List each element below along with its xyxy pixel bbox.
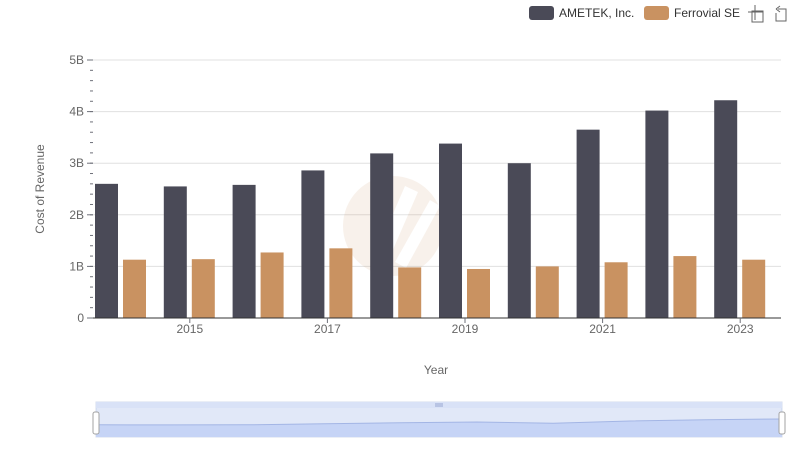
y-axis-tick-labels: 0 1B 2B 3B 4B 5B [69, 53, 84, 325]
zoom-handle-left[interactable] [92, 411, 100, 435]
legend-item-ferrovial[interactable]: Ferrovial SE [644, 6, 740, 20]
bar-ametek-2019 [439, 143, 462, 318]
bar-ametek-2017 [301, 170, 325, 318]
bar-ferrovial-2014 [123, 259, 146, 318]
bar-ferrovial-2017 [329, 248, 353, 318]
bar-ametek-2020 [507, 163, 531, 318]
bar-ametek-2021 [576, 129, 600, 318]
bar-ferrovial-2019 [467, 268, 490, 318]
bar-ametek-2023 [714, 100, 738, 318]
y-tick-label-0: 0 [77, 311, 84, 325]
y-tick-label-2: 2B [69, 208, 84, 222]
x-axis-title: Year [424, 363, 448, 377]
bars [95, 100, 766, 319]
bar-ferrovial-2021 [604, 262, 628, 318]
bar-ferrovial-2022 [673, 256, 697, 318]
legend-label-ferrovial: Ferrovial SE [674, 6, 740, 20]
y-axis-title: Cost of Revenue [33, 144, 47, 234]
bar-ferrovial-2020 [535, 266, 559, 318]
legend-swatch-ferrovial [644, 6, 669, 20]
y-tick-label-4: 4B [69, 105, 84, 119]
y-tick-label-3: 3B [69, 156, 84, 170]
x-tick-label-2023: 2023 [727, 322, 754, 336]
bar-ametek-2018 [370, 153, 394, 318]
bar-ferrovial-2018 [398, 267, 422, 318]
data-zoom-slider[interactable] [92, 401, 786, 438]
bar-ferrovial-2023 [742, 259, 766, 318]
reset-icon[interactable] [775, 5, 787, 22]
legend-item-ametek[interactable]: AMETEK, Inc. [529, 6, 634, 20]
bar-ferrovial-2016 [260, 252, 284, 318]
x-tick-label-2017: 2017 [314, 322, 341, 336]
zoom-preview-line [95, 418, 783, 426]
legend: AMETEK, Inc. Ferrovial SE [529, 6, 740, 20]
x-axis-ticks: 2015 2017 2019 2021 2023 [176, 318, 754, 336]
zoom-icon[interactable] [748, 5, 764, 23]
zoom-drag-grip[interactable] [435, 403, 443, 407]
x-tick-label-2019: 2019 [452, 322, 479, 336]
legend-label-ametek: AMETEK, Inc. [559, 6, 634, 20]
legend-swatch-ametek [529, 6, 554, 20]
y-axis-minor-ticks [90, 59, 93, 319]
bar-ametek-2022 [645, 110, 669, 319]
y-tick-label-5: 5B [69, 53, 84, 67]
x-tick-label-2015: 2015 [176, 322, 203, 336]
zoom-preview-area [96, 419, 782, 437]
bar-ametek-2015 [163, 186, 187, 318]
zoom-handle-right[interactable] [778, 411, 786, 435]
bar-ferrovial-2015 [191, 259, 215, 318]
x-tick-label-2021: 2021 [589, 322, 616, 336]
y-tick-label-1: 1B [69, 259, 84, 273]
bar-ametek-2016 [232, 184, 256, 318]
bar-ametek-2014 [95, 183, 118, 318]
